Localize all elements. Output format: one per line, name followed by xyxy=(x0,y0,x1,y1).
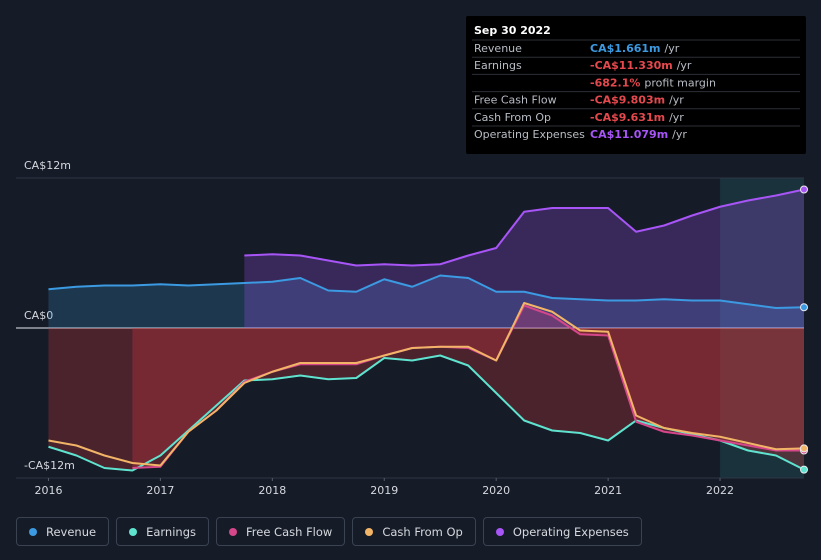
legend-item[interactable]: Operating Expenses xyxy=(482,517,642,546)
tooltip-value: -CA$9.631m/yr xyxy=(590,111,684,124)
tooltip-label: Earnings xyxy=(474,59,522,72)
tooltip-label: Cash From Op xyxy=(474,111,551,124)
tooltip-label: Operating Expenses xyxy=(474,128,585,141)
x-tick-label: 2018 xyxy=(258,484,286,497)
tooltip-value-text: -CA$11.330m xyxy=(590,59,673,72)
tooltip-unit: /yr xyxy=(677,59,692,72)
tooltip-unit: profit margin xyxy=(644,76,716,89)
x-tick-label: 2020 xyxy=(482,484,510,497)
x-tick-label: 2017 xyxy=(146,484,174,497)
tooltip-value-text: -CA$9.803m xyxy=(590,94,665,107)
tooltip-value: -CA$9.803m/yr xyxy=(590,94,684,107)
tooltip-unit: /yr xyxy=(665,42,680,55)
tooltip-value: -682.1% profit margin xyxy=(590,76,716,89)
tooltip-value-text: -CA$9.631m xyxy=(590,111,665,124)
area xyxy=(48,275,805,328)
legend-swatch xyxy=(129,527,138,536)
tooltip-date: Sep 30 2022 xyxy=(474,24,551,37)
legend-swatch xyxy=(29,527,37,536)
tooltip-box xyxy=(466,16,806,154)
y-tick-label: -CA$12m xyxy=(24,459,75,472)
tooltip-label: Free Cash Flow xyxy=(474,94,557,107)
legend: Revenue Earnings Free Cash Flow Cash From O… xyxy=(16,517,642,546)
tooltip-value-text: CA$1.661m xyxy=(590,42,661,55)
end-point xyxy=(800,465,808,474)
tooltip: Sep 30 2022 Revenue CA$1.661m/yr Earnings -C… xyxy=(466,16,806,154)
legend-swatch xyxy=(229,527,237,536)
legend-label: Operating Expenses xyxy=(512,524,629,539)
x-tick-label: 2019 xyxy=(370,484,398,497)
legend-item[interactable]: Free Cash Flow xyxy=(216,517,346,546)
y-tick-label: CA$12m xyxy=(24,159,71,172)
legend-label: Free Cash Flow xyxy=(246,524,333,539)
tooltip-unit: /yr xyxy=(672,128,687,141)
y-tick-label: CA$0 xyxy=(24,309,53,322)
legend-label: Cash From Op xyxy=(382,524,463,539)
area xyxy=(132,305,805,468)
legend-label: Earnings xyxy=(146,524,196,539)
x-tick-label: 2016 xyxy=(34,484,62,497)
area xyxy=(244,189,804,328)
tooltip-unit: /yr xyxy=(669,111,684,124)
tooltip-value-text: CA$11.079m xyxy=(590,128,668,141)
chart: CA$12m CA$0 -CA$12m 2016 2017 2018 2019 2020 202… xyxy=(16,16,808,497)
tooltip-label: Revenue xyxy=(474,42,522,55)
legend-label: Revenue xyxy=(46,524,97,539)
line xyxy=(48,302,805,467)
end-point xyxy=(800,185,808,194)
legend-swatch xyxy=(495,527,504,536)
line xyxy=(244,188,805,267)
tooltip-value: CA$1.661m/yr xyxy=(590,42,680,55)
tooltip-unit: /yr xyxy=(669,94,684,107)
x-tick-label: 2021 xyxy=(594,484,622,497)
legend-item[interactable]: Earnings xyxy=(116,517,209,546)
line xyxy=(132,304,805,469)
tooltip-value: -CA$11.330m/yr xyxy=(590,59,692,72)
legend-item[interactable]: Revenue xyxy=(16,517,110,546)
line xyxy=(48,274,805,309)
x-tick-label: 2022 xyxy=(706,484,734,497)
end-point xyxy=(800,444,808,453)
legend-swatch xyxy=(365,527,374,536)
tooltip-value-text: -682.1% xyxy=(590,76,640,89)
end-point xyxy=(800,303,808,312)
legend-item[interactable]: Cash From Op xyxy=(352,517,476,546)
tooltip-value: CA$11.079m/yr xyxy=(590,128,687,141)
